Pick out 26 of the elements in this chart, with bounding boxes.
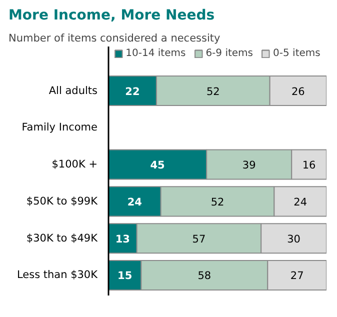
y-tick-label: All adults [48,84,98,97]
y-tick-label: Family Income [22,122,98,134]
data-label: 52 [210,196,224,208]
data-label: 45 [150,160,165,172]
data-label: 30 [287,233,300,246]
data-label: 57 [192,233,206,246]
legend-label: 10-14 items [126,48,186,59]
legend-label: 0-5 items [273,48,320,59]
data-label: 22 [125,86,140,98]
y-tick-label: $100K + [52,158,98,171]
data-label: 24 [127,196,142,208]
data-label: 16 [302,160,316,172]
y-tick-label: $50K to $99K [26,195,99,208]
data-label: 15 [118,270,132,282]
data-label: 39 [242,160,256,172]
legend-label: 6-9 items [206,48,254,59]
data-label: 58 [198,270,212,282]
chart-title: More Income, More Needs [8,8,215,24]
data-label: 24 [294,196,308,208]
y-tick-label: Less than $30K [16,269,99,282]
data-label: 26 [291,86,306,98]
y-tick-label: $30K to $49K [26,232,99,244]
chart-subtitle: Number of items considered a necessity [8,32,220,44]
data-label: 27 [290,270,304,282]
data-label: 13 [115,233,130,246]
data-label: 52 [206,86,220,98]
